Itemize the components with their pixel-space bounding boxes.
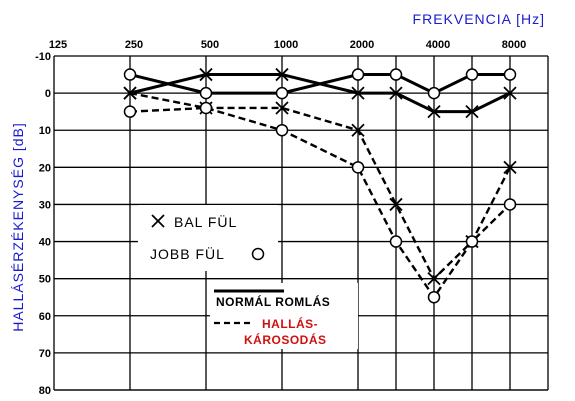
y-tick-label: 60 <box>39 311 51 323</box>
point-circle <box>351 161 365 174</box>
point-x <box>465 105 479 119</box>
series-line-2 <box>129 91 512 280</box>
y-tick-label: 70 <box>39 348 51 360</box>
point-circle <box>275 86 289 100</box>
y-tick-label: 40 <box>39 237 51 249</box>
point-circle <box>199 101 213 115</box>
point-circle <box>389 235 403 248</box>
x-axis-title: FREKVENCIA [Hz] <box>413 11 545 27</box>
point-circle <box>389 68 403 81</box>
x-tick-label: 250 <box>125 39 143 51</box>
point-circle <box>275 123 289 137</box>
point-circle <box>123 68 137 81</box>
point-x-stroke <box>465 105 479 119</box>
legend-hallas-label: HALLÁS- <box>262 316 318 331</box>
point-x <box>275 67 289 82</box>
point-circle <box>465 68 479 81</box>
point-x-stroke <box>503 86 517 100</box>
y-tick-labels: -10 0 10 20 30 40 50 60 70 80 <box>35 51 51 397</box>
legend-bal-ful-label: BAL FÜL <box>174 213 237 230</box>
point-x-stroke <box>427 272 441 286</box>
y-tick-label: 30 <box>39 199 51 211</box>
point-circle <box>123 105 137 118</box>
x-tick-label: 4000 <box>426 39 450 51</box>
x-tick-labels: 125 250 500 1000 2000 4000 8000 <box>49 39 526 51</box>
y-axis-title: HALLÁSÉRZÉKENYSÉG [dB] <box>10 122 26 332</box>
legend-normal-label: NORMÁL ROMLÁS <box>216 294 330 309</box>
series-line-0 <box>129 73 511 114</box>
point-x <box>427 272 441 286</box>
legend-lines: NORMÁL ROMLÁS HALLÁS- KÁROSODÁS <box>210 283 358 349</box>
y-tick-label: 20 <box>39 162 51 174</box>
legend-markers-box <box>138 205 278 271</box>
x-tick-label: 125 <box>49 39 67 51</box>
legend-karosodas-label: KÁROSODÁS <box>244 332 327 347</box>
point-x-stroke <box>351 123 365 137</box>
point-x <box>503 160 517 174</box>
legend-jobb-ful-label: JOBB FÜL <box>150 245 225 262</box>
point-x <box>275 101 289 115</box>
point-x-stroke <box>351 86 365 100</box>
legend-lines-box <box>210 283 358 349</box>
x-tick-label: 1000 <box>274 39 298 51</box>
point-circle <box>427 86 441 100</box>
x-tick-label: 2000 <box>350 39 374 51</box>
point-x-stroke <box>389 197 403 212</box>
point-x <box>427 105 441 119</box>
series-line-3 <box>129 106 511 299</box>
point-x <box>351 86 365 100</box>
point-x <box>123 86 137 100</box>
x-tick-label: 500 <box>201 39 219 51</box>
point-x <box>199 67 213 82</box>
y-tick-label: 0 <box>45 88 51 100</box>
y-tick-label: -10 <box>35 51 51 63</box>
point-x <box>389 86 403 100</box>
point-circle <box>199 86 213 100</box>
point-x-stroke <box>389 86 403 100</box>
point-x <box>389 197 403 212</box>
data-markers <box>123 67 517 304</box>
point-x-stroke <box>275 67 289 82</box>
point-x-stroke <box>275 101 289 115</box>
point-x-stroke <box>199 67 213 82</box>
point-circle <box>427 290 441 304</box>
point-circle <box>465 235 479 248</box>
x-tick-label: 8000 <box>502 39 526 51</box>
legend-markers: BAL FÜL JOBB FÜL <box>138 205 278 271</box>
point-x <box>351 123 365 137</box>
y-tick-label: 50 <box>39 274 51 286</box>
legend-circle-icon <box>251 247 265 261</box>
y-tick-label: 80 <box>39 385 51 397</box>
series-line-1 <box>129 73 510 95</box>
point-circle <box>503 68 517 81</box>
legend-x-icon <box>151 214 165 228</box>
point-circle <box>351 68 365 81</box>
point-circle <box>503 198 517 211</box>
point-x-stroke <box>123 86 137 100</box>
point-x-stroke <box>427 105 441 119</box>
y-tick-label: 10 <box>39 125 51 137</box>
point-x-stroke <box>503 160 517 174</box>
point-x <box>503 86 517 100</box>
data-series <box>129 73 512 299</box>
